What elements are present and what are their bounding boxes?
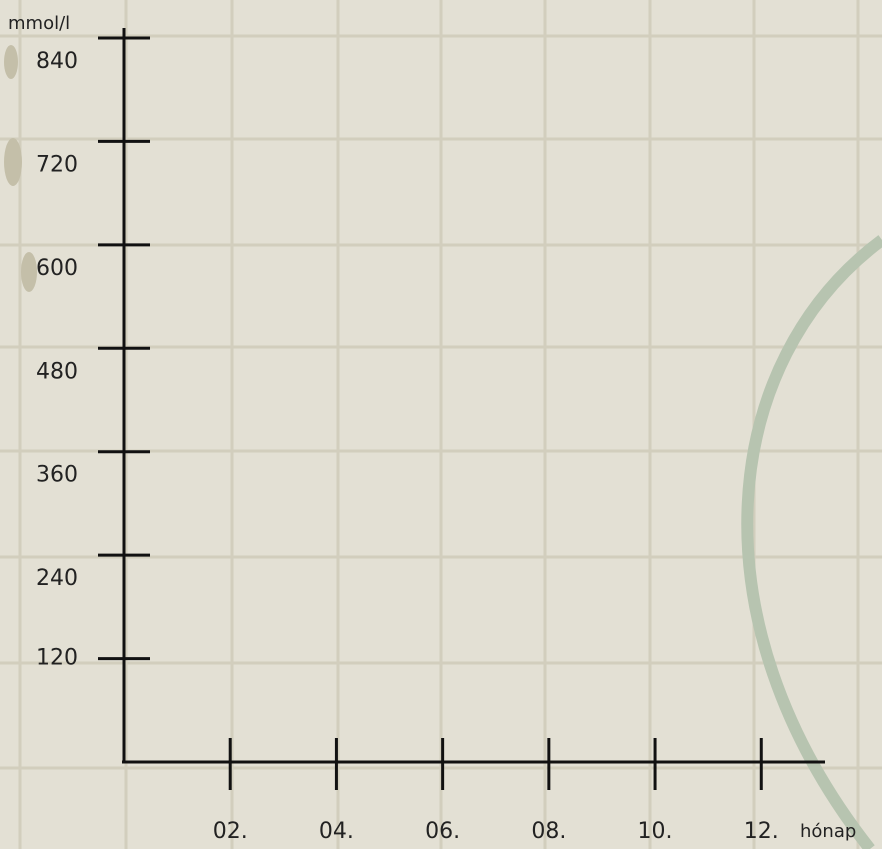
x-tick-label: 04. (319, 819, 354, 844)
x-tick-label: 08. (531, 819, 566, 844)
y-tick-label: 840 (36, 49, 78, 74)
y-tick-label: 600 (36, 256, 78, 281)
decor-blob (21, 252, 37, 292)
decor-blob (4, 45, 18, 79)
x-axis-title: hónap (800, 821, 856, 842)
y-tick-label: 240 (36, 566, 78, 591)
y-tick-label: 360 (36, 463, 78, 488)
x-tick-label: 06. (425, 819, 460, 844)
y-tick-label: 120 (36, 646, 78, 671)
paper-grid (0, 0, 882, 849)
y-tick-label: 480 (36, 359, 78, 384)
y-axis-title: mmol/l (8, 13, 70, 34)
x-tick-label: 02. (213, 819, 248, 844)
x-tick-label: 12. (744, 819, 779, 844)
y-tick-label: 720 (36, 152, 78, 177)
decor-blob (4, 138, 22, 186)
chart: mmol/l hónap 120 240 360 480 600 720 840 02. 04.… (0, 0, 882, 849)
decor-arc (747, 240, 882, 849)
x-tick-label: 10. (638, 819, 673, 844)
